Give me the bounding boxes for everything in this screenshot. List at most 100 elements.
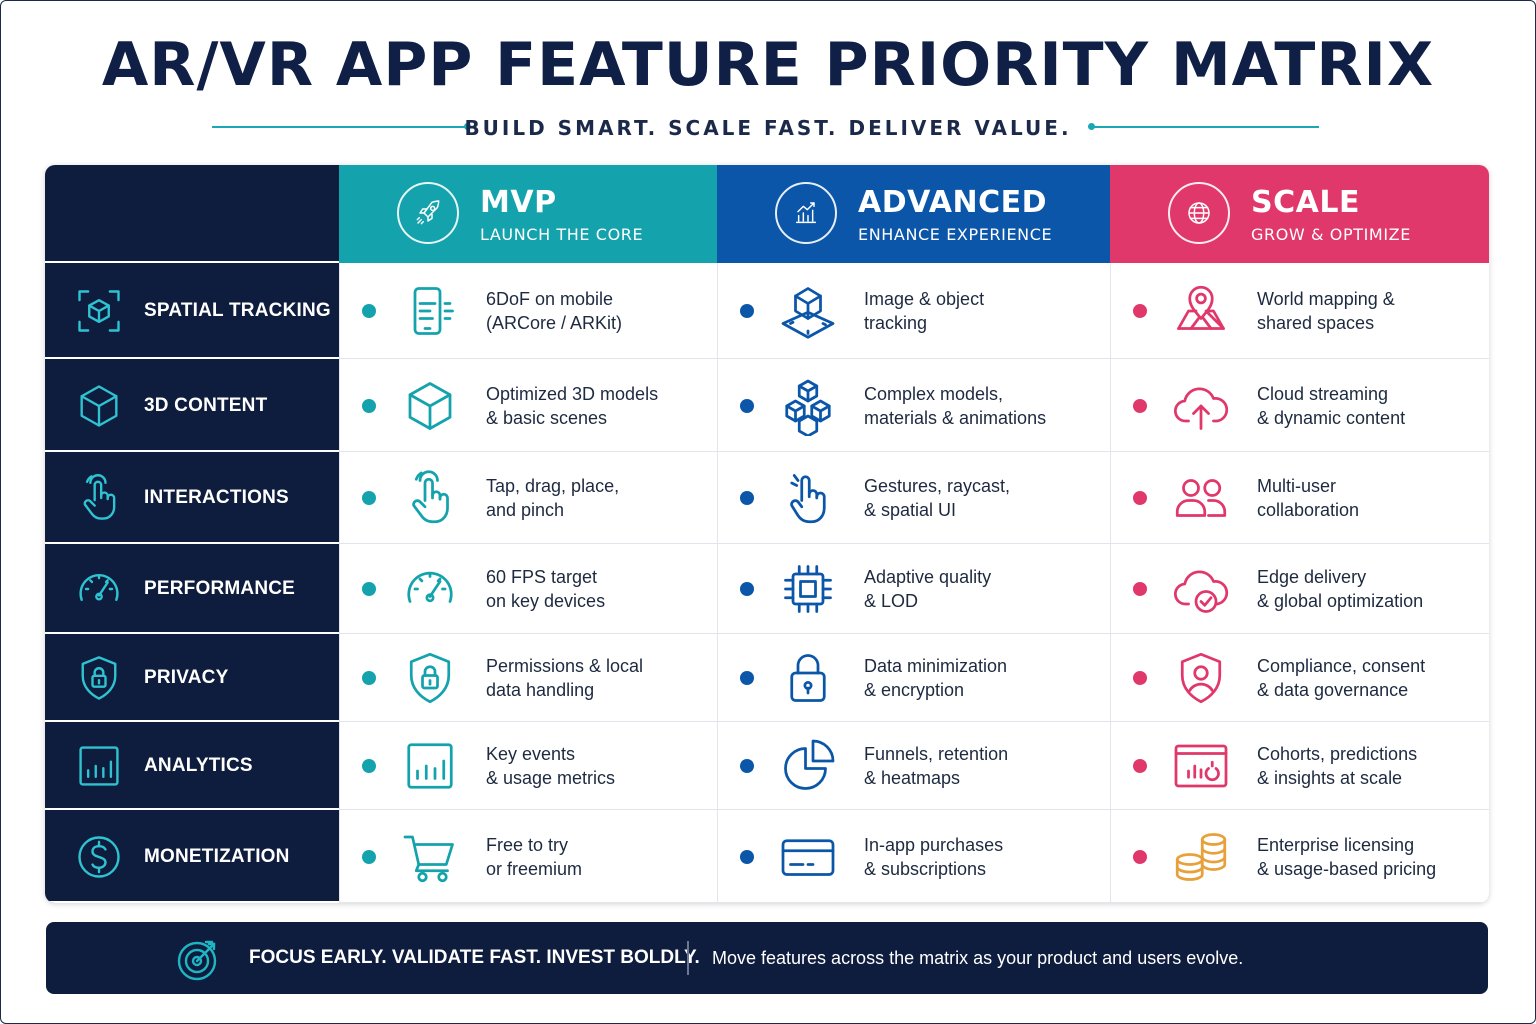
cell-text: Gestures, raycast, & spatial UI	[864, 474, 1010, 522]
cell-line-2: & data governance	[1257, 680, 1409, 700]
row-header-monetization: MONETIZATION	[45, 810, 339, 903]
priority-dot	[740, 849, 754, 864]
priority-dot	[740, 582, 754, 596]
credit-card-icon	[778, 827, 838, 891]
column-header-mvp: MVP LAUNCH THE CORE	[339, 165, 717, 263]
priority-dot	[362, 849, 376, 864]
page-subtitle: BUILD SMART. SCALE FAST. DELIVER VALUE.	[464, 116, 1072, 140]
cell-line-1: 6DoF on mobile	[486, 289, 614, 309]
subtitle-rule-dot-left	[464, 123, 471, 130]
cell-line-1: Optimized 3D models	[486, 383, 659, 404]
priority-dot	[740, 671, 754, 685]
matrix-cell: 6DoF on mobile (ARCore / ARKit)	[339, 263, 717, 359]
page-title: AR/VR APP FEATURE PRIORITY MATRIX	[101, 30, 1435, 100]
footer-headline: FOCUS EARLY. VALIDATE FAST. INVEST BOLDL…	[249, 947, 700, 968]
cell-line-1: 60 FPS target	[486, 567, 598, 587]
hand-gesture-icon	[778, 468, 838, 532]
cloud-check-icon	[1171, 559, 1231, 623]
cell-line-2: & LOD	[864, 591, 919, 611]
footer-note: Move features across the matrix as your …	[712, 948, 1244, 968]
cell-line-2: and pinch	[486, 500, 565, 520]
cell-text: In-app purchases & subscriptions	[864, 833, 1003, 881]
cell-text: 60 FPS target on key devices	[486, 565, 605, 613]
cell-line-2: (ARCore / ARKit)	[486, 313, 623, 333]
matrix-cell: Funnels, retention & heatmaps	[717, 722, 1110, 810]
cell-line-2: & usage-based pricing	[1257, 858, 1437, 879]
row-header-3d-content: 3D CONTENT	[45, 359, 339, 452]
target-icon	[176, 936, 222, 986]
matrix-cell: Multi-user collaboration	[1110, 452, 1489, 544]
column-tagline: GROW & OPTIMIZE	[1251, 225, 1411, 244]
priority-dot	[362, 398, 376, 413]
priority-dot	[1133, 491, 1147, 505]
matrix-cell: Optimized 3D models & basic scenes	[339, 359, 717, 452]
cell-line-2: & spatial UI	[864, 500, 957, 520]
stacked-cubes-icon	[778, 376, 838, 440]
tracking-cube-icon	[73, 285, 125, 341]
cell-text: Permissions & local data handling	[486, 654, 643, 702]
cell-line-1: Multi-user	[1257, 476, 1337, 496]
subtitle-rule-right	[1094, 126, 1319, 128]
priority-dot	[1133, 671, 1147, 685]
cell-line-1: In-app purchases	[864, 834, 1004, 855]
hand-tap-icon	[400, 468, 460, 532]
priority-matrix: MVP LAUNCH THE CORE ADVANCED ENHANCE EXPERI…	[45, 165, 1489, 903]
bar-chart-icon	[400, 736, 460, 800]
cell-text: Optimized 3D models & basic scenes	[486, 382, 658, 430]
column-title: MVP	[480, 185, 557, 220]
gauge-icon	[73, 563, 125, 619]
priority-dot	[362, 671, 376, 685]
cell-line-2: & dynamic content	[1257, 407, 1406, 428]
row-label: MONETIZATION	[144, 845, 290, 867]
cell-text: Multi-user collaboration	[1257, 474, 1359, 522]
cell-line-1: World mapping &	[1257, 289, 1395, 309]
subtitle-rule-dot-right	[1088, 123, 1095, 130]
priority-dot	[1133, 582, 1147, 596]
cell-line-1: Tap, drag, place,	[486, 476, 620, 496]
matrix-cell: Image & object tracking	[717, 263, 1110, 359]
shield-lock-icon	[73, 652, 125, 708]
cube-icon	[73, 380, 125, 436]
matrix-cell: 60 FPS target on key devices	[339, 544, 717, 634]
cell-line-2: on key devices	[486, 591, 606, 611]
matrix-cell: Gestures, raycast, & spatial UI	[717, 452, 1110, 544]
rocket-icon	[397, 182, 459, 244]
cell-text: Adaptive quality & LOD	[864, 565, 991, 613]
speedometer-icon	[400, 559, 460, 623]
row-label: PERFORMANCE	[144, 578, 296, 599]
cell-line-1: Free to try	[486, 834, 569, 855]
footer-divider	[687, 941, 689, 975]
cell-line-2: & insights at scale	[1257, 768, 1403, 788]
column-title: SCALE	[1251, 185, 1360, 220]
priority-dot	[362, 582, 376, 596]
cell-line-1: Key events	[486, 744, 576, 764]
matrix-cell: Free to try or freemium	[339, 810, 717, 903]
matrix-cell: World mapping & shared spaces	[1110, 263, 1489, 359]
row-header-spatial-tracking: SPATIAL TRACKING	[45, 263, 339, 359]
matrix-cell: Permissions & local data handling	[339, 634, 717, 722]
map-pin-icon	[1171, 281, 1231, 345]
growth-chart-icon	[775, 182, 837, 244]
priority-dot	[1133, 759, 1147, 773]
matrix-cell: Compliance, consent & data governance	[1110, 634, 1489, 722]
matrix-cell: Edge delivery & global optimization	[1110, 544, 1489, 634]
priority-dot	[1133, 398, 1147, 413]
cell-line-2: collaboration	[1257, 500, 1360, 520]
padlock-icon	[778, 648, 838, 712]
priority-dot	[362, 759, 376, 773]
phone-icon	[400, 281, 460, 345]
priority-dot	[1133, 304, 1147, 318]
cell-text: Compliance, consent & data governance	[1257, 654, 1425, 702]
cell-line-2: & subscriptions	[864, 858, 987, 879]
column-title: ADVANCED	[858, 185, 1048, 220]
row-label: PRIVACY	[144, 667, 229, 688]
row-header-interactions: INTERACTIONS	[45, 452, 339, 544]
shield-user-icon	[1171, 648, 1231, 712]
cell-text: Funnels, retention & heatmaps	[864, 742, 1008, 790]
cell-line-2: or freemium	[486, 858, 583, 879]
cell-line-1: Permissions & local	[486, 656, 644, 676]
cell-line-2: & heatmaps	[864, 768, 961, 788]
dollar-icon	[73, 831, 125, 887]
column-tagline: ENHANCE EXPERIENCE	[858, 225, 1053, 244]
coins-icon	[1171, 827, 1231, 891]
